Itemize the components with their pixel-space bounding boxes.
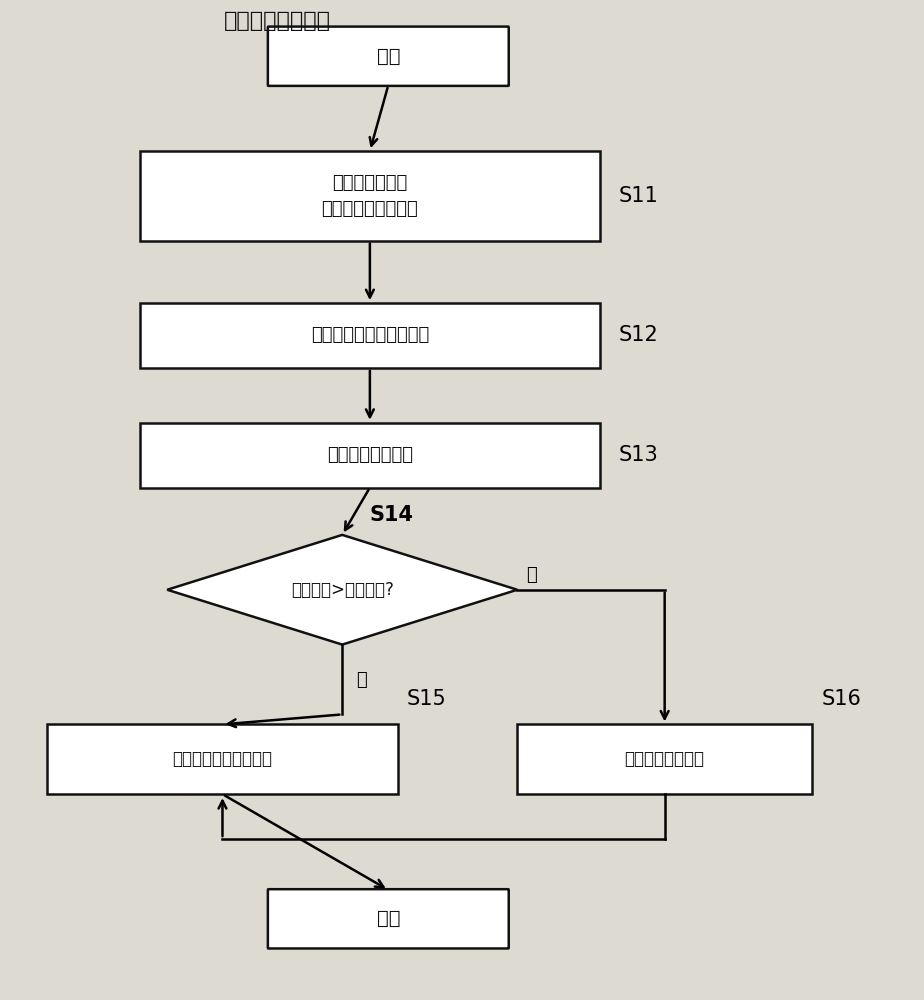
Text: 计算运动判断阈值: 计算运动判断阈值 bbox=[327, 446, 413, 464]
Text: S12: S12 bbox=[618, 325, 659, 345]
Bar bbox=[517, 724, 812, 794]
Text: 判断目标对象在运动中: 判断目标对象在运动中 bbox=[173, 750, 273, 768]
Polygon shape bbox=[167, 535, 517, 645]
Bar bbox=[140, 151, 601, 241]
Text: S13: S13 bbox=[618, 445, 659, 465]
Text: 是: 是 bbox=[356, 671, 367, 689]
Text: S11: S11 bbox=[618, 186, 659, 206]
Text: 获取目标对象的
相对速度值和距离值: 获取目标对象的 相对速度值和距离值 bbox=[322, 174, 419, 218]
Text: S16: S16 bbox=[821, 689, 861, 709]
Text: S14: S14 bbox=[370, 505, 414, 525]
Text: 否: 否 bbox=[527, 566, 537, 584]
Text: 绝对速度>判断阈值?: 绝对速度>判断阈值? bbox=[291, 581, 394, 599]
Text: 计算目标对象的绝对速度: 计算目标对象的绝对速度 bbox=[310, 326, 429, 344]
Text: S15: S15 bbox=[407, 689, 446, 709]
Bar bbox=[140, 423, 601, 488]
FancyBboxPatch shape bbox=[268, 889, 509, 948]
Text: 开始: 开始 bbox=[377, 47, 400, 66]
Text: 返回: 返回 bbox=[377, 909, 400, 928]
Bar bbox=[47, 724, 397, 794]
Text: 判断目标对象静止: 判断目标对象静止 bbox=[625, 750, 705, 768]
FancyBboxPatch shape bbox=[268, 27, 509, 86]
Text: 对象运动判断处理: 对象运动判断处理 bbox=[225, 11, 332, 31]
Bar bbox=[140, 303, 601, 368]
